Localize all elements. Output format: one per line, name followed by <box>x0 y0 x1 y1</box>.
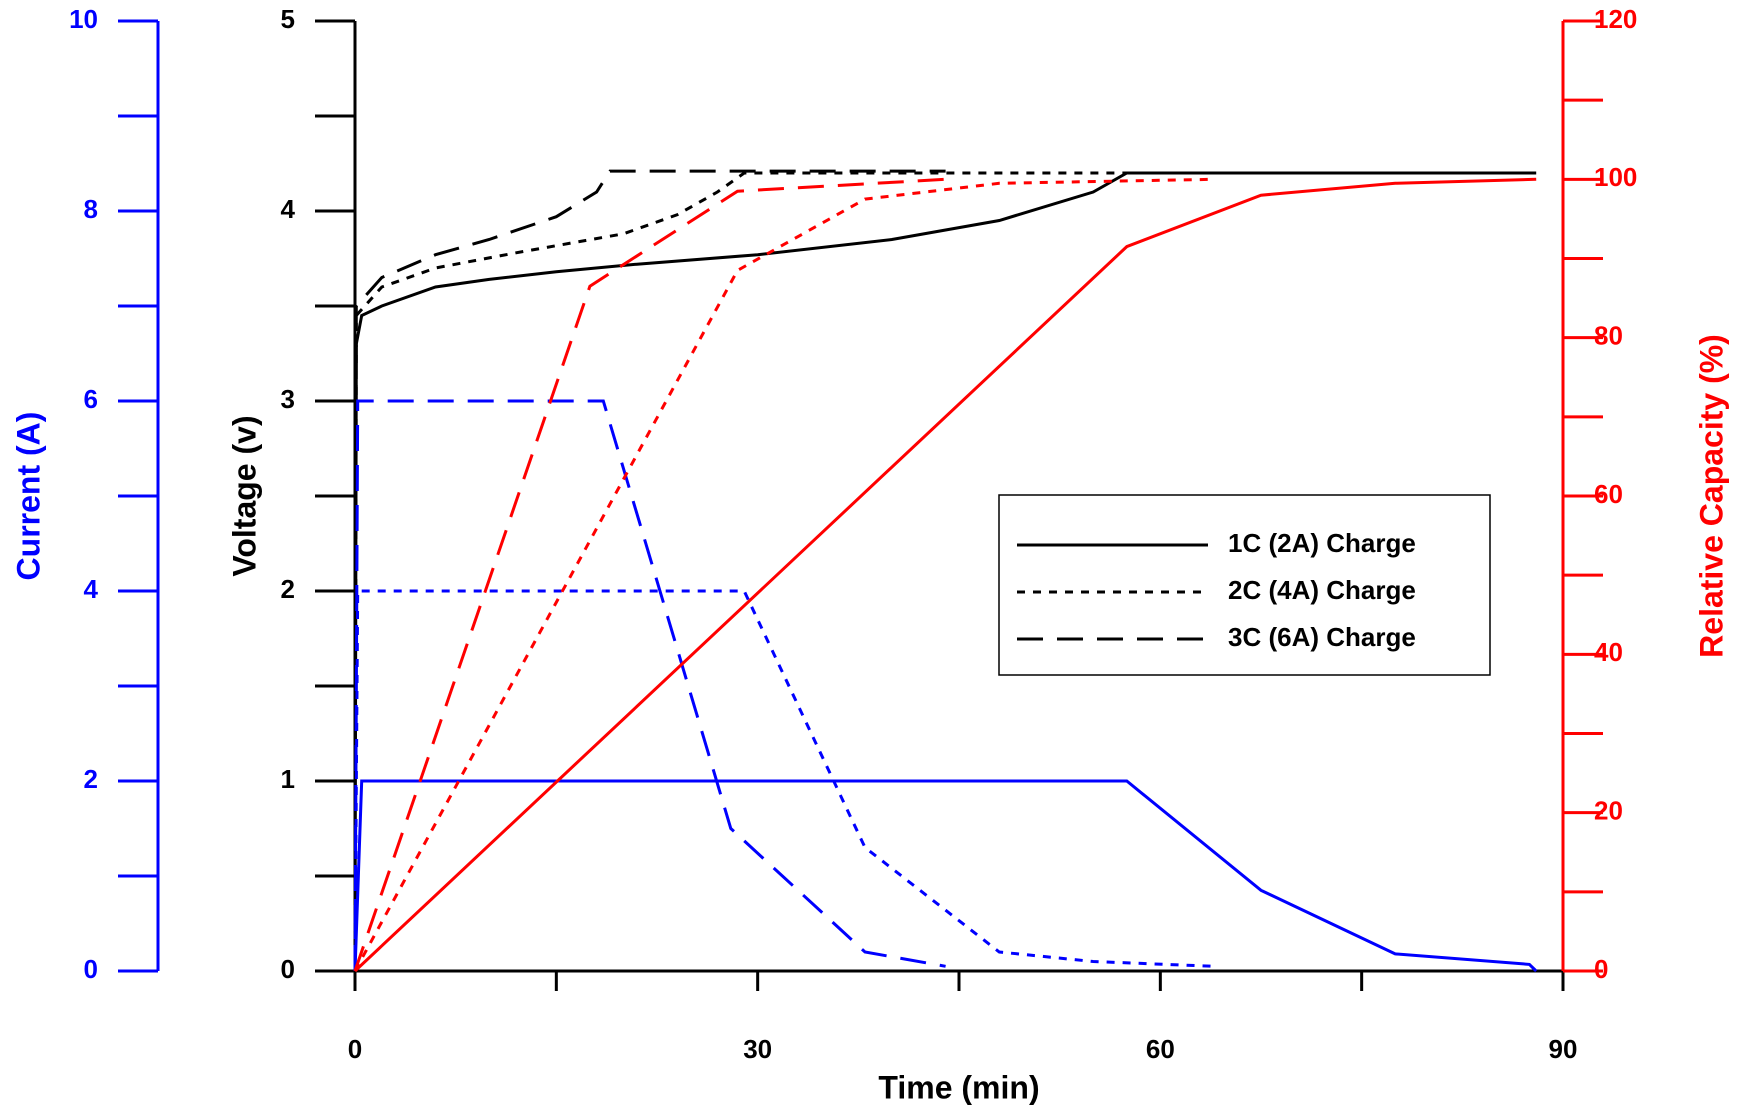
legend-label: 2C (4A) Charge <box>1228 575 1416 605</box>
legend-box <box>998 494 1491 676</box>
x-tick-label: 60 <box>1146 1034 1175 1064</box>
legend-label: 3C (6A) Charge <box>1228 622 1416 652</box>
y3-axis-title: Current (A) <box>10 412 46 581</box>
x-axis-title: Time (min) <box>878 1069 1039 1105</box>
x-tick-label: 0 <box>348 1034 362 1064</box>
y3ticks-label: 8 <box>84 194 98 224</box>
y2ticks-label: 40 <box>1594 637 1623 667</box>
yticks-label: 4 <box>281 194 296 224</box>
y2ticks-label: 20 <box>1594 796 1623 826</box>
yticks-label: 5 <box>281 4 295 34</box>
y2ticks-label: 100 <box>1594 162 1637 192</box>
y3ticks-label: 4 <box>84 574 99 604</box>
series-line <box>353 171 1214 972</box>
yticks-label: 3 <box>281 384 295 414</box>
y3ticks-label: 0 <box>84 954 98 984</box>
y-axis-title: Voltage (v) <box>226 415 262 576</box>
y3ticks-label: 2 <box>84 764 98 794</box>
series-line <box>353 779 1538 973</box>
legend-label: 1C (2A) Charge <box>1228 528 1416 558</box>
y2ticks-label: 60 <box>1594 479 1623 509</box>
series-line <box>353 177 946 972</box>
series-line <box>353 589 1215 972</box>
y3ticks-label: 6 <box>84 384 98 414</box>
y3ticks-label: 10 <box>69 4 98 34</box>
series-line <box>353 171 1537 972</box>
yticks-label: 1 <box>281 764 295 794</box>
series-line <box>353 177 1537 973</box>
series-line <box>353 177 1215 972</box>
x-tick-label: 30 <box>743 1034 772 1064</box>
y2-axis-title: Relative Capacity (%) <box>1693 334 1729 658</box>
yticks-label: 0 <box>281 954 295 984</box>
yticks-label: 2 <box>281 574 295 604</box>
y2ticks-label: 80 <box>1594 321 1623 351</box>
x-tick-label: 90 <box>1549 1034 1578 1064</box>
y2ticks-label: 120 <box>1594 4 1637 34</box>
series-line <box>353 399 946 972</box>
y2ticks-label: 0 <box>1594 954 1608 984</box>
series-line <box>353 169 946 972</box>
